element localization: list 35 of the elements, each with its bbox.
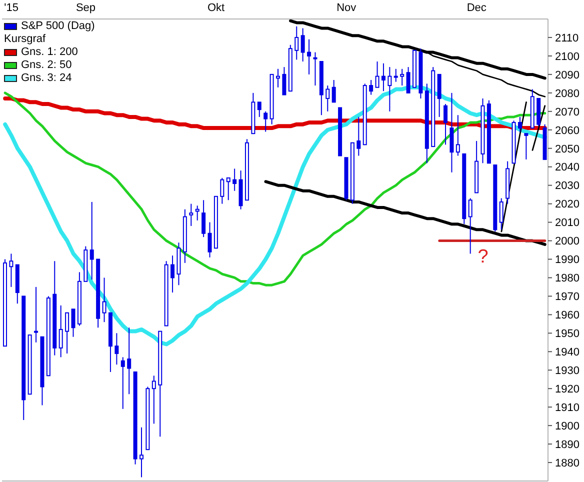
y-tick-label: 2040 bbox=[555, 162, 580, 174]
y-tick-label: 2080 bbox=[555, 88, 580, 100]
y-tick-label: 2070 bbox=[555, 106, 580, 118]
y-tick-label: 2000 bbox=[555, 236, 580, 248]
y-tick-label: 1930 bbox=[555, 365, 580, 378]
x-tick-label: Sep bbox=[76, 2, 96, 14]
legend-label: Gns. 2: 50 bbox=[21, 59, 72, 72]
y-tick-label: 1960 bbox=[555, 310, 580, 322]
y-tick-label: 2050 bbox=[555, 143, 580, 156]
y-tick-label: 1880 bbox=[555, 457, 580, 470]
legend-title: Kursgraf bbox=[4, 33, 47, 46]
y-tick-label: 2090 bbox=[555, 69, 580, 82]
y-tick-label: 2020 bbox=[555, 198, 580, 211]
legend-label: Gns. 1: 200 bbox=[21, 46, 78, 59]
y-tick-label: 2060 bbox=[555, 124, 580, 137]
y-tick-label: 1950 bbox=[555, 328, 580, 340]
y-tick-label: 1940 bbox=[555, 346, 580, 359]
x-tick-label: Okt bbox=[207, 2, 225, 14]
x-tick-label: Dec bbox=[466, 2, 487, 14]
legend-label: Gns. 3: 24 bbox=[21, 72, 72, 85]
y-tick-label: 1980 bbox=[555, 272, 580, 285]
legend-label: S&P 500 (Dag) bbox=[21, 20, 95, 33]
y-tick-label: 2030 bbox=[555, 180, 580, 192]
y-tick-label: 2110 bbox=[555, 32, 579, 44]
y-tick-label: 2100 bbox=[555, 50, 580, 63]
y-tick-label: 2010 bbox=[555, 217, 580, 230]
y-tick-label: 1970 bbox=[555, 291, 580, 304]
annotation: ? bbox=[478, 246, 488, 268]
y-tick-label: 1910 bbox=[555, 402, 580, 414]
y-tick-label: 1900 bbox=[555, 420, 580, 432]
y-tick-label: 1890 bbox=[555, 438, 580, 451]
x-tick-label: '15 bbox=[4, 2, 18, 14]
y-tick-label: 1920 bbox=[555, 384, 580, 396]
x-tick-label: Nov bbox=[336, 2, 357, 14]
y-tick-label: 1990 bbox=[555, 254, 580, 266]
